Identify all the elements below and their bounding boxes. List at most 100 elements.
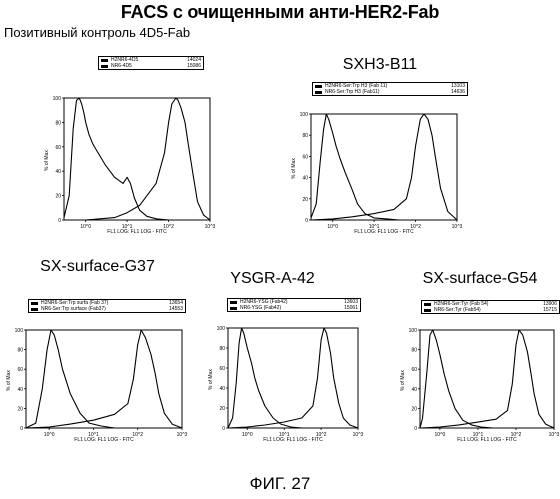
legend-swatch	[424, 303, 431, 306]
x-tick-label: 10^1	[369, 224, 380, 230]
legend-entry: H2NR6-Ser:Trp H3 (Fab 11) 13103	[315, 83, 465, 89]
y-tick-label: 80	[302, 133, 308, 139]
legend-entry: NR6-4D5 15086	[101, 63, 201, 69]
legend-swatch	[31, 302, 38, 305]
legend-name: H2NR6-Ser:Trp H3 (Fab 11)	[325, 83, 446, 89]
panel-label-sx-surface-g37: SX-surface-G37	[10, 258, 185, 276]
legend-count: 14553	[169, 306, 183, 312]
legend-swatch	[424, 309, 431, 312]
x-tick-label: 10^2	[511, 432, 522, 438]
x-axis-title: FL1 LOG: FL1 LOG - FITC	[311, 229, 457, 235]
figure-subtitle: Позитивный контроль 4D5-Fab	[4, 25, 190, 40]
plot-frame	[311, 114, 457, 220]
x-tick-label: 10^1	[88, 432, 99, 438]
legend-name: H2NR6-Ser:Tyr (Fab 54)	[434, 301, 538, 307]
y-axis-title: % of Max	[208, 369, 214, 390]
x-tick-label: 10^2	[316, 432, 327, 438]
y-tick-label: 100	[217, 326, 226, 332]
legend-count: 13906	[543, 301, 557, 307]
y-tick-label: 80	[219, 346, 225, 352]
y-tick-label: 20	[411, 406, 417, 412]
legend-name: H2NR6-YSG (Fab42)	[240, 299, 339, 305]
y-tick-label: 0	[222, 426, 225, 432]
legend-entry: NR6-Ser:Trp surface (Fab37)14553	[31, 306, 183, 312]
x-tick-label: 10^3	[177, 432, 188, 438]
y-tick-label: 80	[17, 348, 23, 354]
x-tick-label: 10^2	[163, 224, 174, 230]
legend-count: 13654	[169, 300, 183, 306]
legend-name: NR6-Ser:Tyr (Fab54)	[434, 307, 538, 313]
legend-count: 15086	[187, 63, 201, 69]
legend-entry: H2NR6-Ser:Trp surfa (Fab 37) 13654	[31, 300, 183, 306]
x-axis-title: FL1 LOG: FL1 LOG - FITC	[64, 229, 210, 235]
legend: H2NR6-YSG (Fab42)13603 NR6-YSG (Fab42)15…	[227, 298, 361, 312]
y-tick-label: 0	[414, 426, 417, 432]
legend-name: NR6-YSG (Fab42)	[240, 305, 339, 311]
y-tick-label: 100	[53, 96, 62, 102]
plot-frame	[26, 330, 182, 428]
legend-swatch	[101, 59, 108, 62]
legend-swatch	[31, 308, 38, 311]
y-tick-label: 20	[302, 197, 308, 203]
legend-count: 14636	[451, 89, 465, 95]
y-tick-label: 40	[219, 386, 225, 392]
histogram-curve	[420, 330, 554, 428]
y-tick-label: 20	[17, 406, 23, 412]
legend-entry: NR6-Ser:Tyr (Fab54)15715	[424, 307, 557, 313]
histogram-curve	[64, 98, 210, 220]
y-tick-label: 80	[55, 120, 61, 126]
x-tick-label: 10^3	[549, 432, 560, 438]
y-axis-title: % of Max	[6, 370, 12, 391]
figure-caption: ФИГ. 27	[0, 474, 560, 494]
x-axis-title: FL1 LOG: FL1 LOG - FITC	[420, 437, 554, 443]
legend-name: H2NR6-Ser:Trp surfa (Fab 37)	[41, 300, 164, 306]
legend: H2NR6-Ser:Tyr (Fab 54) 13906 NR6-Ser:Tyr …	[421, 300, 560, 314]
legend-entry: NR6-Ser:Trp H3 (Fab11) 14636	[315, 89, 465, 95]
y-tick-label: 20	[219, 406, 225, 412]
y-tick-label: 80	[411, 348, 417, 354]
x-tick-label: 10^1	[122, 224, 133, 230]
y-tick-label: 60	[55, 145, 61, 151]
y-tick-label: 100	[300, 112, 309, 118]
x-tick-label: 10^0	[80, 224, 91, 230]
y-axis-title: % of Max	[291, 158, 297, 179]
legend-name: NR6-Ser:Trp H3 (Fab11)	[325, 89, 446, 95]
figure-title: FACS с очищенными анти-HER2-Fab	[0, 2, 560, 23]
legend-entry: H2NR6-4D514024	[101, 57, 201, 63]
histogram-curve	[228, 328, 358, 428]
x-tick-label: 10^3	[452, 224, 463, 230]
x-tick-label: 10^0	[242, 432, 253, 438]
legend-swatch	[230, 301, 237, 304]
x-tick-label: 10^0	[327, 224, 338, 230]
legend-swatch	[101, 65, 108, 68]
legend-count: 13103	[451, 83, 465, 89]
legend-swatch	[230, 307, 237, 310]
panel-label-sx-surface-g54: SX-surface-G54	[400, 270, 560, 288]
panel-label-sxh3-b11: SXH3-B11	[300, 56, 460, 74]
y-tick-label: 0	[20, 426, 23, 432]
x-tick-label: 10^1	[473, 432, 484, 438]
plot-frame	[420, 330, 554, 428]
legend: H2NR6-Ser:Trp surfa (Fab 37) 13654 NR6-Se…	[28, 299, 186, 313]
legend-name: NR6-4D5	[111, 63, 182, 69]
legend-swatch	[315, 85, 322, 88]
histogram-curve	[311, 114, 457, 220]
y-tick-label: 40	[17, 387, 23, 393]
y-axis-title: % of Max	[44, 150, 50, 171]
histogram-curve	[420, 330, 554, 428]
legend-count: 15061	[344, 305, 358, 311]
y-tick-label: 0	[305, 218, 308, 224]
legend: H2NR6-4D514024 NR6-4D5 15086	[98, 56, 204, 70]
x-tick-label: 10^2	[410, 224, 421, 230]
x-tick-label: 10^3	[353, 432, 364, 438]
legend: H2NR6-Ser:Trp H3 (Fab 11) 13103 NR6-Ser:T…	[312, 82, 468, 96]
